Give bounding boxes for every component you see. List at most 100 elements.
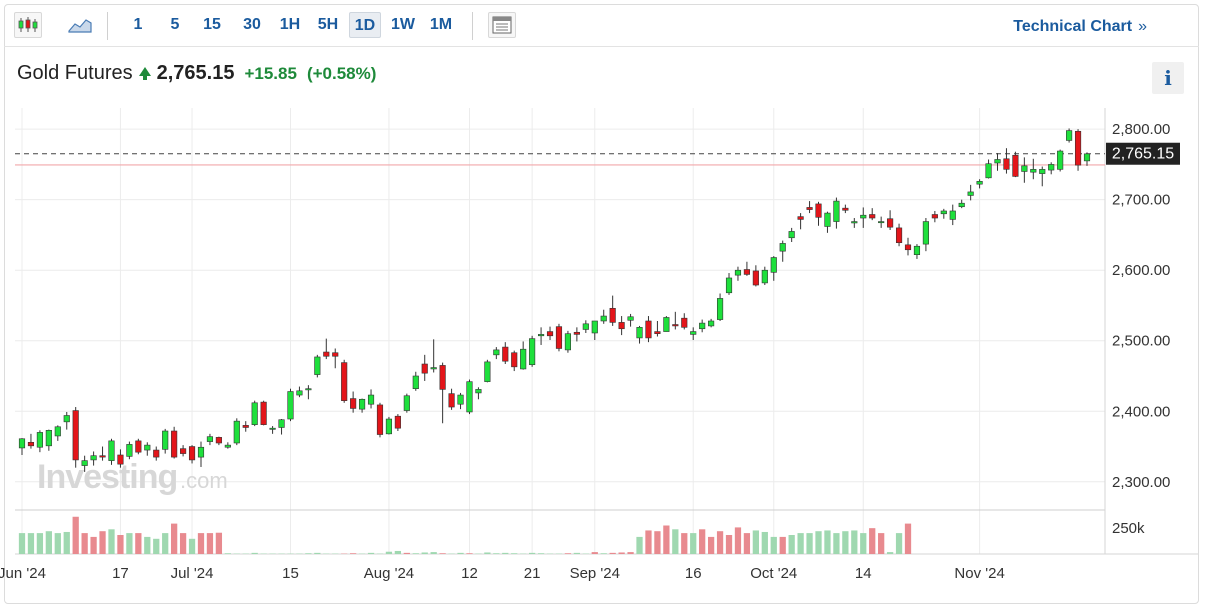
- candle-body-up: [726, 278, 732, 293]
- candle: [341, 360, 347, 403]
- candle-body-down: [180, 449, 186, 454]
- candle-body-down: [798, 217, 804, 220]
- volume-bar: [636, 537, 642, 554]
- candle: [252, 401, 258, 426]
- candle-body-down: [646, 321, 652, 338]
- candle: [225, 442, 231, 448]
- volume-bar: [610, 553, 616, 554]
- candle-body-down: [673, 325, 679, 326]
- candle-body-up: [708, 321, 714, 326]
- volume-bar: [842, 531, 848, 554]
- candle-body-up: [995, 159, 1001, 163]
- volume-bar: [833, 533, 839, 554]
- volume-bar: [144, 537, 150, 554]
- volume-bar: [735, 527, 741, 554]
- candle: [834, 198, 840, 229]
- candle: [932, 211, 938, 222]
- candle-body-down: [395, 416, 401, 428]
- candle-body-up: [834, 201, 840, 221]
- price-axis-label: 2,400.00: [1112, 403, 1170, 420]
- candle: [350, 392, 356, 413]
- candle-body-down: [449, 394, 455, 407]
- candle-body-up: [315, 357, 321, 375]
- candle: [780, 241, 786, 262]
- candle-body-up: [637, 327, 643, 338]
- candle-body-up: [19, 439, 25, 448]
- candle-body-up: [771, 258, 777, 273]
- volume-bar: [887, 552, 893, 554]
- time-axis-label: Jul '24: [171, 565, 214, 582]
- candle-body-down: [153, 450, 159, 457]
- candle: [162, 429, 168, 454]
- price-axis-label: 2,300.00: [1112, 474, 1170, 491]
- price-chart[interactable]: Investing .com 2,800.002,700.002,600.002…: [0, 0, 1205, 586]
- volume-bar: [73, 517, 79, 554]
- candle-body-down: [843, 208, 849, 210]
- volume-bar: [19, 533, 25, 554]
- volume-bar: [198, 533, 204, 554]
- candle-body-up: [431, 368, 437, 369]
- candle-body-down: [189, 447, 195, 460]
- candle: [726, 273, 732, 295]
- volume-bar: [645, 530, 651, 554]
- candle-body-up: [977, 181, 983, 184]
- candle-body-up: [1031, 169, 1037, 172]
- candle: [914, 244, 920, 259]
- volume-bar: [699, 529, 705, 554]
- candle-body-down: [1075, 131, 1081, 165]
- candle: [673, 312, 679, 330]
- candle-body-down: [816, 204, 822, 217]
- candle-body-up: [1066, 131, 1072, 141]
- candle: [171, 427, 177, 459]
- candle-body-down: [243, 425, 249, 427]
- volume-bar: [314, 553, 320, 554]
- candle-body-up: [690, 332, 696, 335]
- candle: [1057, 150, 1063, 172]
- volume-bar: [350, 553, 356, 554]
- volume-bar: [207, 533, 213, 554]
- candle-body-down: [350, 399, 356, 409]
- candle: [297, 387, 303, 398]
- volume-bar: [797, 533, 803, 554]
- time-axis-label: Nov '24: [954, 565, 1004, 582]
- candle: [744, 262, 750, 276]
- candle: [789, 228, 795, 242]
- candle-body-down: [619, 322, 625, 328]
- candle-body-down: [655, 332, 661, 334]
- candle-body-up: [789, 231, 795, 237]
- candle: [73, 407, 79, 468]
- volume-bar: [90, 537, 96, 554]
- candle-body-up: [1039, 169, 1045, 173]
- volume-bar: [216, 533, 222, 554]
- candle: [825, 212, 831, 233]
- candle-body-down: [171, 431, 177, 457]
- watermark-suffix: .com: [180, 468, 228, 493]
- candle-body-down: [216, 437, 222, 443]
- candle-body-down: [118, 455, 124, 464]
- candle-body-up: [225, 445, 231, 447]
- candle-body-up: [583, 324, 589, 330]
- volume-bar: [108, 529, 114, 554]
- candle-body-down: [556, 327, 562, 349]
- candle: [601, 310, 607, 324]
- candle: [896, 224, 902, 247]
- candle: [377, 403, 383, 438]
- volume-bar: [762, 532, 768, 554]
- candle: [136, 439, 142, 455]
- candle-body-up: [914, 246, 920, 254]
- candle-body-up: [359, 399, 365, 409]
- candle: [816, 202, 822, 226]
- candle: [986, 159, 992, 178]
- volume-bar: [386, 552, 392, 554]
- candle: [189, 445, 195, 463]
- candle: [878, 217, 884, 228]
- candle-body-down: [869, 214, 875, 218]
- volume-bar: [824, 530, 830, 554]
- volume-bar: [189, 539, 195, 554]
- candle-body-up: [520, 349, 526, 369]
- volume-bar: [37, 533, 43, 554]
- volume-bar: [878, 533, 884, 554]
- candle-body-down: [73, 411, 79, 460]
- volume-bar: [574, 553, 580, 554]
- candles: [19, 128, 1090, 471]
